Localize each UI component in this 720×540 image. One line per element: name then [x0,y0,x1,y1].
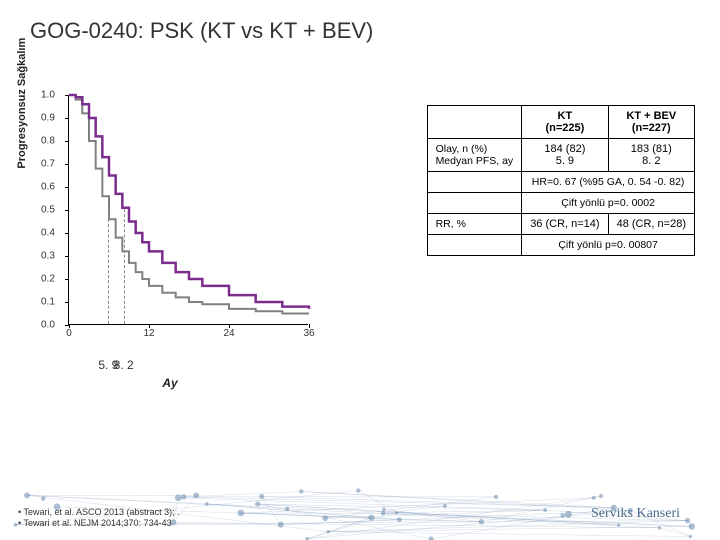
km-curve [69,95,309,309]
table-row: Çift yönlü p=0. 00807 [427,235,694,256]
y-tick: 1.0 [41,90,55,101]
x-tick: 12 [143,328,154,339]
ref-line: • Tewari et al. NEJM 2014;370: 734-43 [18,518,180,530]
table-row: HR=0. 67 (%95 GA, 0. 54 -0. 82) [427,172,694,193]
y-tick: 0.9 [41,113,55,124]
table-row-label: Olay, n (%) Medyan PFS, ay [427,139,522,172]
table-span-cell: Çift yönlü p=0. 00807 [522,235,695,256]
table-blank-cell [427,235,522,256]
y-tick: 0.8 [41,136,55,147]
x-axis-label: Ay [162,376,177,390]
table-span-cell: HR=0. 67 (%95 GA, 0. 54 -0. 82) [522,172,695,193]
table-header-ktbev: KT + BEV (n=227) [608,106,694,139]
plot-area: 0.00.10.20.30.40.50.60.70.80.91.0 012243… [68,95,308,325]
y-tick: 0.0 [41,320,55,331]
results-table: KT (n=225) KT + BEV (n=227) Olay, n (%) … [427,105,695,256]
page-title: GOG-0240: PSK (KT vs KT + BEV) [30,18,373,44]
footer-brand: Serviks Kanseri [591,506,680,522]
table-header-blank [427,106,522,139]
km-chart: Progresyonsuz Sağkalım 0.00.10.20.30.40.… [30,95,310,360]
x-tick: 0 [66,328,72,339]
table-span-cell: Çift yönlü p=0. 0002 [522,193,695,214]
table-header-kt: KT (n=225) [522,106,608,139]
table-blank-cell [427,193,522,214]
y-tick: 0.7 [41,159,55,170]
y-tick: 0.2 [41,274,55,285]
table-cell: 48 (CR, n=28) [608,214,694,235]
table-blank-cell [427,172,522,193]
table-cell: 36 (CR, n=14) [522,214,608,235]
y-tick: 0.6 [41,182,55,193]
y-tick: 0.1 [41,297,55,308]
median-line [108,209,109,324]
references: • Tewari, et al. ASCO 2013 (abstract 3);… [18,507,180,530]
y-tick: 0.3 [41,251,55,262]
table-row: RR, %36 (CR, n=14)48 (CR, n=28) [427,214,694,235]
y-axis-label: Progresyonsuz Sağkalım [16,37,28,168]
y-tick: 0.4 [41,228,55,239]
table-cell: 184 (82) 5. 9 [522,139,608,172]
median-line [124,209,125,324]
table-row-label: RR, % [427,214,522,235]
table-row: Çift yönlü p=0. 0002 [427,193,694,214]
x-tick: 24 [223,328,234,339]
ref-line: • Tewari, et al. ASCO 2013 (abstract 3);… [18,507,180,519]
median-label: 8. 2 [114,358,134,372]
km-curve [69,95,309,314]
y-tick: 0.5 [41,205,55,216]
table-row: Olay, n (%) Medyan PFS, ay184 (82) 5. 91… [427,139,694,172]
x-tick: 36 [303,328,314,339]
table-cell: 183 (81) 8. 2 [608,139,694,172]
km-curves-svg [69,95,309,325]
